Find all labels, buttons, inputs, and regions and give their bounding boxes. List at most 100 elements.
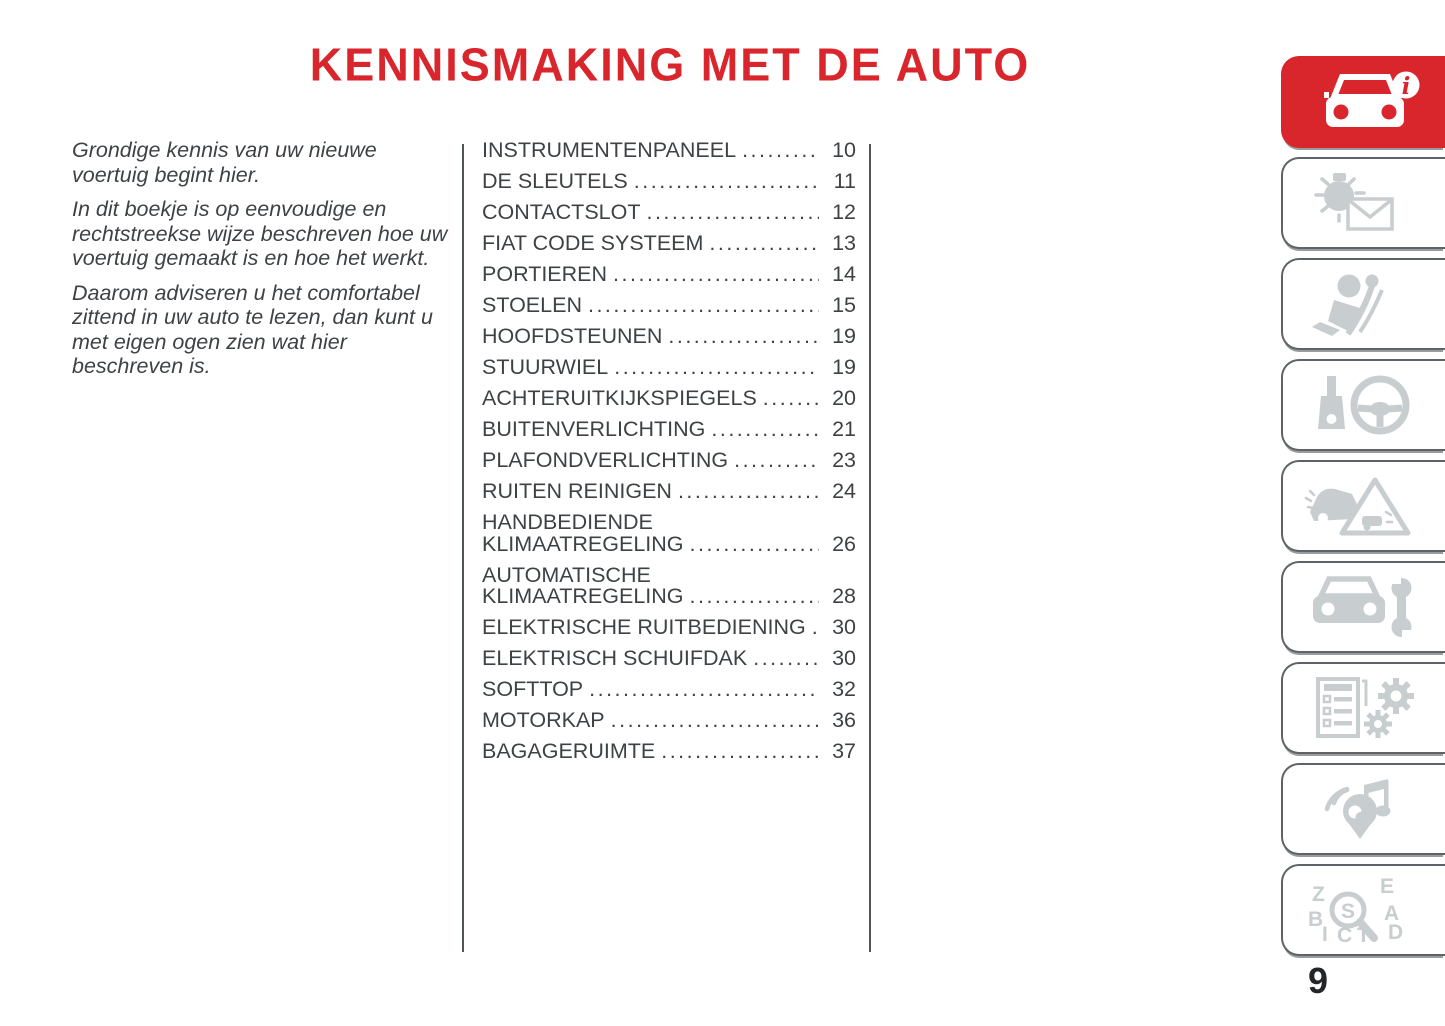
sidebar-tab-key-steering-wheel[interactable] bbox=[1281, 359, 1445, 451]
toc-entry-label-line: AUTOMATISCHE bbox=[482, 562, 651, 587]
column-divider-left bbox=[462, 144, 464, 952]
svg-text:E: E bbox=[1380, 878, 1394, 898]
sidebar-tab-car-info[interactable]: i bbox=[1281, 56, 1445, 148]
svg-text:D: D bbox=[1388, 921, 1403, 942]
toc-entry-page: 23 bbox=[832, 448, 856, 472]
toc-entry[interactable]: STOELEN.................................… bbox=[482, 293, 856, 317]
svg-text:S: S bbox=[1341, 900, 1355, 923]
toc-entry-label: PORTIEREN bbox=[482, 262, 608, 286]
dot-leader: ........................................… bbox=[689, 586, 819, 608]
svg-text:A: A bbox=[1384, 902, 1399, 925]
intro-paragraph: In dit boekje is op eenvoudige en rechts… bbox=[72, 197, 448, 270]
toc-entry-page: 24 bbox=[832, 479, 856, 503]
toc-entry-label: SOFTTOP bbox=[482, 677, 584, 701]
dot-leader: ........................................… bbox=[661, 741, 819, 763]
toc-entry[interactable]: AUTOMATISCHE KLIMAATREGELING.............… bbox=[482, 562, 856, 608]
toc-entry[interactable]: BUITENVERLICHTING.......................… bbox=[482, 417, 856, 441]
toc-entry-page: 36 bbox=[832, 708, 856, 732]
toc-entry[interactable]: CONTACTSLOT.............................… bbox=[482, 200, 856, 224]
toc-entry-label: ELEKTRISCH SCHUIFDAK bbox=[482, 646, 748, 670]
toc-entry-page: 10 bbox=[832, 138, 856, 162]
sidebar-tab-airbag-safety[interactable] bbox=[1281, 258, 1445, 350]
intro-paragraph: Grondige kennis van uw nieuwe voertuig b… bbox=[72, 138, 377, 187]
toc-entry-page: 19 bbox=[832, 324, 856, 348]
toc-entry[interactable]: PLAFONDVERLICHTING......................… bbox=[482, 448, 856, 472]
sidebar-tab-multimedia-navigation[interactable] bbox=[1281, 763, 1445, 855]
dot-leader: ........................................… bbox=[613, 264, 819, 286]
airbag-safety-icon bbox=[1300, 272, 1428, 336]
warning-lights-message-icon bbox=[1300, 171, 1428, 235]
toc-entry-label: HOOFDSTEUNEN bbox=[482, 324, 663, 348]
toc-entry-label: ELEKTRISCHE RUITBEDIENING bbox=[482, 615, 806, 639]
intro-text: Grondige kennis van uw nieuwe voertuig b… bbox=[72, 138, 450, 389]
toc-entry-label: BUITENVERLICHTING bbox=[482, 417, 706, 441]
toc-entry-label: ACHTERUITKIJKSPIEGELS bbox=[482, 386, 757, 410]
dot-leader: ........................................… bbox=[633, 171, 819, 193]
sidebar-tab-car-maintenance[interactable] bbox=[1281, 561, 1445, 653]
toc-entry[interactable]: SOFTTOP.................................… bbox=[482, 677, 856, 701]
toc-entry-label: PLAFONDVERLICHTING bbox=[482, 448, 729, 472]
toc-entry-label: STUURWIEL bbox=[482, 355, 609, 379]
toc-entry[interactable]: STUURWIEL...............................… bbox=[482, 355, 856, 379]
toc-entry-page: 11 bbox=[833, 169, 856, 193]
car-info-icon: i bbox=[1300, 70, 1428, 134]
dot-leader: ........................................… bbox=[587, 295, 819, 317]
toc-entry[interactable]: HANDBEDIENDE KLIMAATREGELING.............… bbox=[482, 510, 856, 556]
dot-leader: ........................................… bbox=[812, 617, 819, 639]
page-number: 9 bbox=[1307, 960, 1329, 1001]
toc-entry-page: 13 bbox=[832, 231, 856, 255]
dot-leader: ........................................… bbox=[742, 140, 819, 162]
toc-entry[interactable]: HOOFDSTEUNEN............................… bbox=[482, 324, 856, 348]
toc-entry-page: 12 bbox=[832, 200, 856, 224]
toc-entry[interactable]: ELEKTRISCH SCHUIFDAK....................… bbox=[482, 646, 856, 670]
toc-entry-label: INSTRUMENTENPANEEL bbox=[482, 138, 737, 162]
toc-entry-page: 32 bbox=[832, 677, 856, 701]
svg-text:C: C bbox=[1337, 924, 1352, 942]
toc-entry[interactable]: MOTORKAP................................… bbox=[482, 708, 856, 732]
toc-entry-label: BAGAGERUIMTE bbox=[482, 739, 656, 763]
toc-entry-page: 14 bbox=[832, 262, 856, 286]
dot-leader: ........................................… bbox=[668, 326, 819, 348]
toc-entry[interactable]: FIAT CODE SYSTEEM.......................… bbox=[482, 231, 856, 255]
toc-entry-page: 30 bbox=[832, 646, 856, 670]
toc-entry-label: DE SLEUTELS bbox=[482, 169, 628, 193]
toc-entry[interactable]: BAGAGERUIMTE............................… bbox=[482, 739, 856, 763]
toc-entry[interactable]: RUITEN REINIGEN.........................… bbox=[482, 479, 856, 503]
toc-list: INSTRUMENTENPANEEL......................… bbox=[482, 138, 856, 772]
svg-text:i: i bbox=[1402, 73, 1411, 100]
toc-entry[interactable]: DE SLEUTELS.............................… bbox=[482, 169, 856, 193]
intro-paragraph: Daarom adviseren u het comfortabel zitte… bbox=[72, 280, 433, 379]
page-title: KENNISMAKING MET DE AUTO bbox=[309, 38, 1031, 92]
toc-entry-label: CONTACTSLOT bbox=[482, 200, 641, 224]
toc-entry[interactable]: PORTIEREN...............................… bbox=[482, 262, 856, 286]
dot-leader: ........................................… bbox=[589, 679, 819, 701]
sidebar-tab-specifications-gears[interactable] bbox=[1281, 662, 1445, 754]
dot-leader: ........................................… bbox=[753, 648, 819, 670]
dot-leader: ........................................… bbox=[709, 233, 819, 255]
dot-leader: ........................................… bbox=[762, 388, 819, 410]
toc-entry-label-line: HANDBEDIENDE bbox=[482, 510, 653, 534]
column-divider-right bbox=[869, 144, 871, 952]
dot-leader: ........................................… bbox=[689, 533, 819, 555]
dot-leader: ........................................… bbox=[734, 450, 819, 472]
toc-entry-page: 21 bbox=[832, 417, 856, 441]
toc-entry[interactable]: INSTRUMENTENPANEEL......................… bbox=[482, 138, 856, 162]
key-steering-wheel-icon bbox=[1300, 373, 1428, 437]
dot-leader: ........................................… bbox=[646, 202, 819, 224]
toc-entry-page: 37 bbox=[832, 739, 856, 763]
dot-leader: ........................................… bbox=[614, 357, 819, 379]
svg-text:I: I bbox=[1322, 923, 1328, 942]
multimedia-navigation-icon bbox=[1300, 777, 1428, 841]
dot-leader: ........................................… bbox=[610, 710, 819, 732]
toc-entry[interactable]: ACHTERUITKIJKSPIEGELS...................… bbox=[482, 386, 856, 410]
toc-entry[interactable]: ELEKTRISCHE RUITBEDIENING...............… bbox=[482, 615, 856, 639]
toc-entry-label: RUITEN REINIGEN bbox=[482, 479, 672, 503]
toc-entry-page: 15 bbox=[832, 293, 856, 317]
sidebar-tab-emergency-triangle[interactable] bbox=[1281, 460, 1445, 552]
sidebar-tab-warning-lights-message[interactable] bbox=[1281, 157, 1445, 249]
toc-entry-label: KLIMAATREGELING bbox=[482, 531, 684, 556]
svg-text:Z: Z bbox=[1312, 883, 1325, 906]
